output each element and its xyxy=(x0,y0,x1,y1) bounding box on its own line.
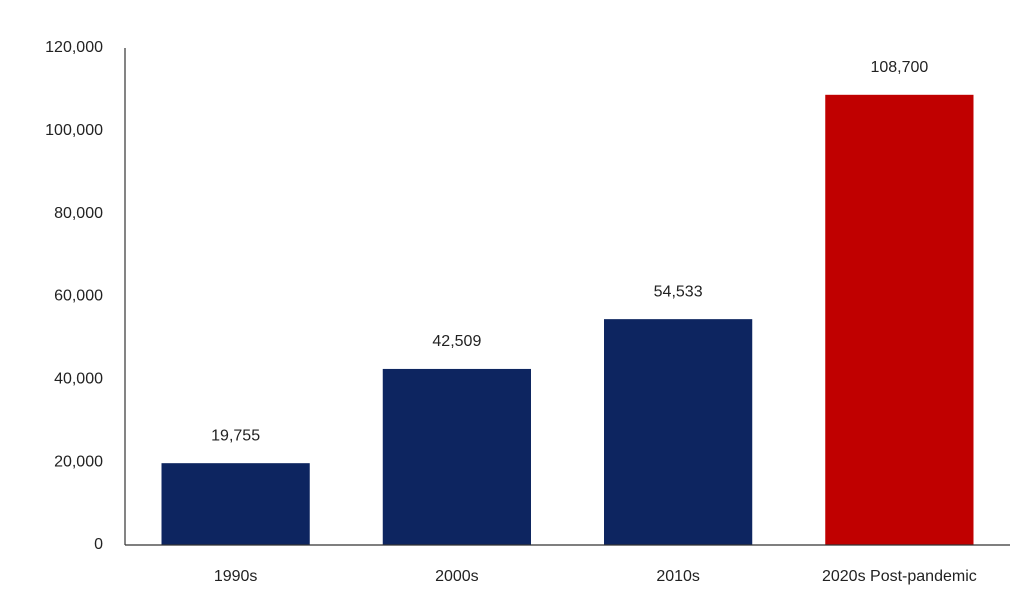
bar xyxy=(161,463,310,545)
bar xyxy=(604,319,753,545)
y-tick-label: 20,000 xyxy=(54,453,103,470)
y-tick-label: 0 xyxy=(94,536,103,553)
value-label: 54,533 xyxy=(654,283,703,300)
y-tick-label: 80,000 xyxy=(54,205,103,222)
value-label: 108,700 xyxy=(870,59,928,76)
value-label: 42,509 xyxy=(432,333,481,350)
bar xyxy=(382,368,531,545)
value-label: 19,755 xyxy=(211,427,260,444)
x-tick-label: 2000s xyxy=(435,568,479,585)
y-tick-label: 120,000 xyxy=(45,39,103,56)
x-tick-label: 2010s xyxy=(656,568,700,585)
y-tick-label: 60,000 xyxy=(54,288,103,305)
bar xyxy=(825,94,974,545)
x-tick-label: 2020s Post-pandemic xyxy=(822,568,977,585)
x-tick-label: 1990s xyxy=(214,568,258,585)
y-tick-label: 40,000 xyxy=(54,371,103,388)
y-tick-label: 100,000 xyxy=(45,122,103,139)
